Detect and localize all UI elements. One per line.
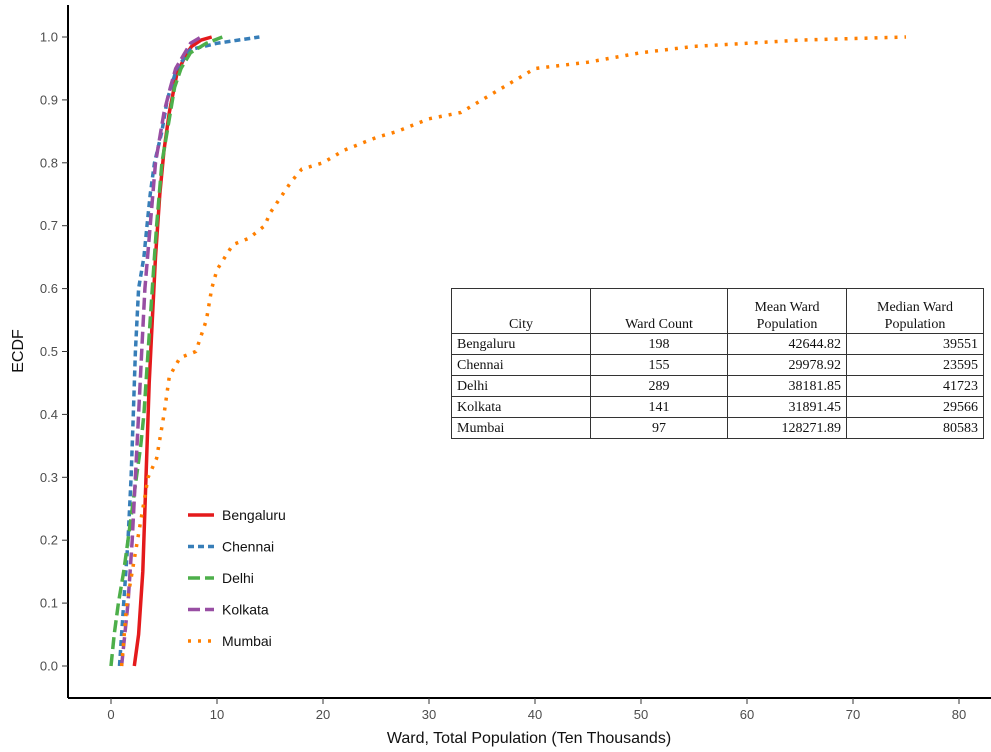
header-mean-line2: Population bbox=[756, 317, 818, 332]
table-row: Chennai 155 29978.92 23595 bbox=[451, 354, 984, 376]
header-mean-ward-population: Mean Ward Population bbox=[727, 288, 847, 334]
cell-mean: 29978.92 bbox=[727, 354, 847, 376]
header-ward-count: Ward Count bbox=[590, 288, 728, 334]
y-tick-label: 1.0 bbox=[40, 30, 58, 45]
legend-label-mumbai: Mumbai bbox=[222, 633, 272, 649]
cell-ward-count: 141 bbox=[590, 396, 728, 418]
cell-ward-count: 97 bbox=[590, 417, 728, 439]
x-tick-label: 50 bbox=[634, 707, 648, 722]
x-tick-label: 10 bbox=[210, 707, 224, 722]
cell-ward-count: 289 bbox=[590, 375, 728, 397]
cell-city: Chennai bbox=[451, 354, 591, 376]
cell-median: 29566 bbox=[846, 396, 984, 418]
cell-mean: 38181.85 bbox=[727, 375, 847, 397]
y-tick-label: 0.9 bbox=[40, 92, 58, 107]
cell-mean: 31891.45 bbox=[727, 396, 847, 418]
x-ticks: 0 10 20 30 40 50 60 70 80 bbox=[107, 698, 966, 722]
table-row: Kolkata 141 31891.45 29566 bbox=[451, 396, 984, 418]
legend-label-kolkata: Kolkata bbox=[222, 602, 269, 618]
x-tick-label: 70 bbox=[846, 707, 860, 722]
legend-label-chennai: Chennai bbox=[222, 539, 274, 555]
y-tick-label: 0.2 bbox=[40, 533, 58, 548]
header-city: City bbox=[451, 288, 591, 334]
legend: Bengaluru Chennai Delhi Kolkata Mumbai bbox=[188, 507, 286, 649]
y-tick-label: 0.1 bbox=[40, 596, 58, 611]
y-tick-label: 0.3 bbox=[40, 470, 58, 485]
y-tick-label: 0.7 bbox=[40, 218, 58, 233]
series-line-delhi bbox=[109, 35, 223, 667]
legend-label-bengaluru: Bengaluru bbox=[222, 507, 286, 523]
series-line-kolkata bbox=[119, 35, 202, 667]
series-layer bbox=[109, 35, 907, 667]
x-tick-label: 60 bbox=[740, 707, 754, 722]
y-tick-label: 0.6 bbox=[40, 281, 58, 296]
cell-median: 39551 bbox=[846, 333, 984, 355]
header-mean-line1: Mean Ward bbox=[754, 300, 820, 315]
cell-ward-count: 155 bbox=[590, 354, 728, 376]
cell-city: Delhi bbox=[451, 375, 591, 397]
y-tick-label: 0.5 bbox=[40, 344, 58, 359]
y-axis-title: ECDF bbox=[10, 329, 27, 373]
cell-mean: 128271.89 bbox=[727, 417, 847, 439]
header-median-line2: Population bbox=[884, 317, 946, 332]
cell-city: Bengaluru bbox=[451, 333, 591, 355]
cell-city: Mumbai bbox=[451, 417, 591, 439]
table-row: Bengaluru 198 42644.82 39551 bbox=[451, 333, 984, 355]
y-ticks: 0.0 0.1 0.2 0.3 0.4 0.5 0.6 0.7 0.8 0.9 1.0 bbox=[40, 30, 68, 674]
y-axis: 0.0 0.1 0.2 0.3 0.4 0.5 0.6 0.7 0.8 0.9 1.0 bbox=[40, 5, 69, 698]
x-tick-label: 0 bbox=[107, 707, 114, 722]
table-header-row: City Ward Count Mean Ward Population Medi… bbox=[451, 288, 984, 334]
x-axis-title: Ward, Total Population (Ten Thousands) bbox=[387, 730, 671, 747]
table-row: Delhi 289 38181.85 41723 bbox=[451, 375, 984, 397]
header-ward-count-text: Ward Count bbox=[625, 317, 693, 332]
table-row: Mumbai 97 128271.89 80583 bbox=[451, 417, 984, 439]
x-tick-label: 40 bbox=[528, 707, 542, 722]
cell-mean: 42644.82 bbox=[727, 333, 847, 355]
y-tick-label: 0.4 bbox=[40, 407, 58, 422]
legend-label-delhi: Delhi bbox=[222, 570, 254, 586]
cell-median: 23595 bbox=[846, 354, 984, 376]
summary-table: City Ward Count Mean Ward Population Medi… bbox=[451, 288, 984, 439]
header-city-text: City bbox=[508, 317, 534, 332]
cell-ward-count: 198 bbox=[590, 333, 728, 355]
series-line-bengaluru bbox=[132, 35, 213, 667]
cell-median: 80583 bbox=[846, 417, 984, 439]
x-tick-label: 20 bbox=[316, 707, 330, 722]
y-tick-label: 0.8 bbox=[40, 155, 58, 170]
header-median-ward-population: Median Ward Population bbox=[846, 288, 984, 334]
x-axis: 0 10 20 30 40 50 60 70 80 bbox=[68, 697, 991, 722]
cell-median: 41723 bbox=[846, 375, 984, 397]
y-tick-label: 0.0 bbox=[40, 659, 58, 674]
header-median-line1: Median Ward bbox=[877, 300, 953, 315]
x-tick-label: 30 bbox=[422, 707, 436, 722]
x-tick-label: 80 bbox=[952, 707, 966, 722]
cell-city: Kolkata bbox=[451, 396, 591, 418]
